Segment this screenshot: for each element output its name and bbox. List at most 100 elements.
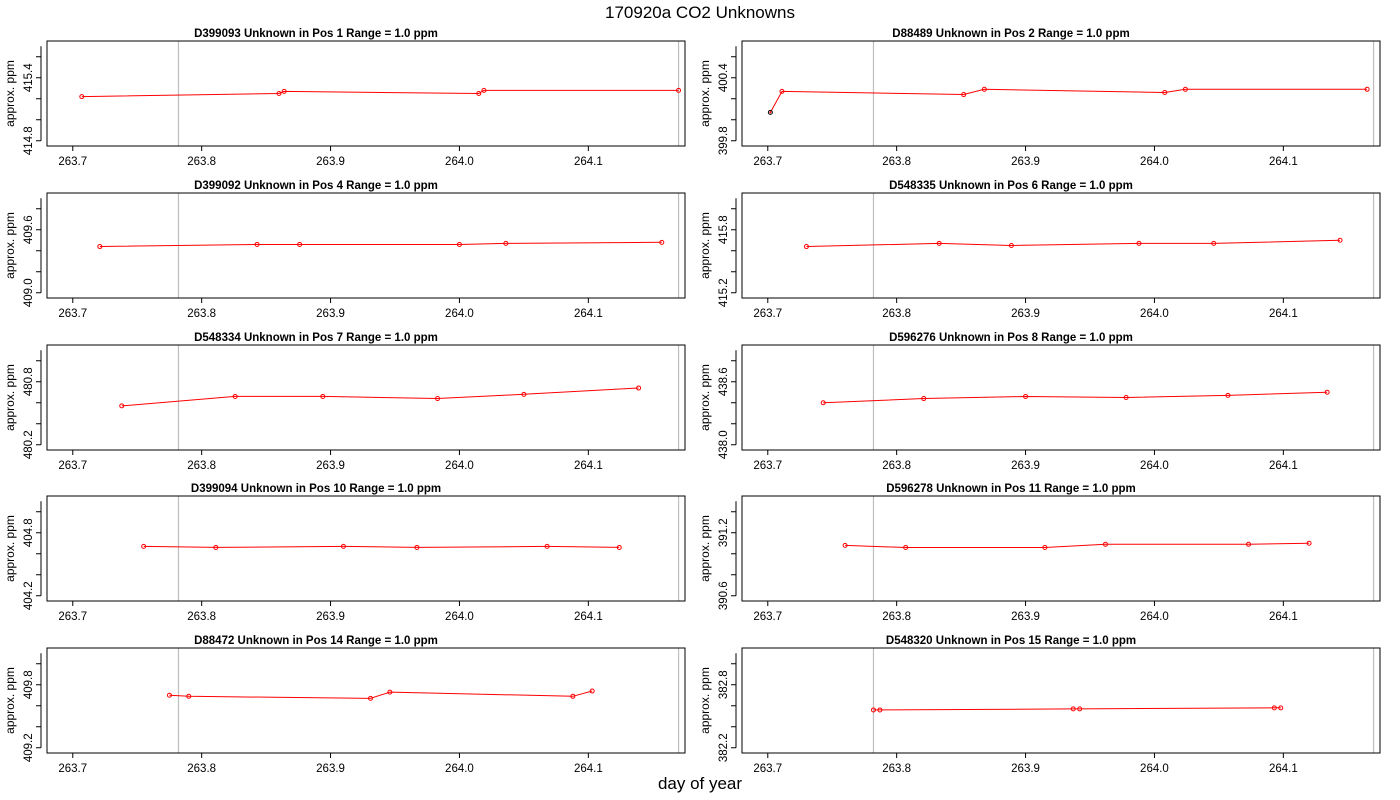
y-tick-label: 404.2 (23, 581, 35, 610)
x-tick-label: 263.7 (58, 611, 87, 623)
data-point (481, 87, 487, 93)
data-point (767, 109, 773, 115)
x-tick-label: 264.1 (574, 156, 603, 168)
x-tick-label: 263.8 (187, 156, 216, 168)
x-tick-label: 263.7 (58, 460, 87, 472)
data-point (1337, 237, 1343, 243)
x-tick-label: 263.8 (882, 763, 911, 775)
series-line (845, 542, 1310, 548)
y-axis-label: approx. ppm (3, 667, 17, 734)
y-tick-label: 391.2 (718, 518, 730, 547)
chart-panel-8: D596278 Unknown in Pos 11 Range = 1.0 pp… (698, 483, 1381, 623)
x-tick-label: 263.7 (58, 763, 87, 775)
y-tick-label: 415.4 (23, 63, 35, 92)
chart-panel-9: D88472 Unknown in Pos 14 Range = 1.0 ppm… (3, 635, 686, 775)
data-point (616, 544, 622, 550)
data-point (387, 689, 393, 695)
chart-panel-6: D596276 Unknown in Pos 8 Range = 1.0 ppm… (698, 332, 1381, 472)
y-axis-label: approx. ppm (3, 60, 17, 127)
y-axis-label: approx. ppm (698, 364, 712, 431)
x-tick-label: 263.9 (316, 763, 345, 775)
y-tick-label: 382.8 (718, 670, 730, 699)
y-tick-label: 438.0 (718, 430, 730, 459)
chart-panel-10: D548320 Unknown in Pos 15 Range = 1.0 pp… (698, 635, 1381, 775)
panel-title: D596278 Unknown in Pos 11 Range = 1.0 pp… (886, 483, 1136, 495)
data-point (1211, 240, 1217, 246)
y-axis-label: approx. ppm (3, 515, 17, 582)
data-point (820, 400, 826, 406)
plot-frame (46, 192, 686, 299)
x-tick-label: 263.7 (753, 156, 782, 168)
x-tick-label: 263.9 (316, 611, 345, 623)
x-tick-label: 264.1 (1269, 308, 1298, 320)
chart-panel-1: D399093 Unknown in Pos 1 Range = 1.0 ppm… (3, 28, 686, 168)
data-point (1278, 705, 1284, 711)
plot-frame (46, 40, 686, 147)
data-point (213, 544, 219, 550)
x-tick-label: 263.8 (882, 611, 911, 623)
x-tick-label: 264.1 (1269, 460, 1298, 472)
x-tick-label: 263.7 (58, 156, 87, 168)
data-point (1324, 389, 1330, 395)
x-tick-label: 264.1 (1269, 611, 1298, 623)
panel-title: D548334 Unknown in Pos 7 Range = 1.0 ppm (194, 332, 438, 344)
series-line (121, 387, 639, 407)
y-tick-label: 480.8 (23, 367, 35, 396)
panel-title: D548335 Unknown in Pos 6 Range = 1.0 ppm (889, 180, 1133, 192)
series-line (769, 88, 1368, 113)
data-point (476, 91, 482, 96)
panel-title: D399093 Unknown in Pos 1 Range = 1.0 ppm (194, 28, 438, 40)
x-tick-label: 263.9 (1011, 308, 1040, 320)
series-line (169, 690, 593, 699)
data-point (589, 688, 595, 694)
y-axis-label: approx. ppm (698, 60, 712, 127)
data-point (779, 88, 785, 94)
x-tick-label: 264.0 (1140, 763, 1169, 775)
y-tick-label: 409.2 (23, 733, 35, 762)
y-tick-label: 415.8 (718, 215, 730, 244)
data-point (921, 396, 927, 402)
data-point (1182, 86, 1188, 92)
data-point (1306, 540, 1312, 546)
y-tick-label: 438.6 (718, 367, 730, 396)
x-tick-label: 264.0 (1140, 460, 1169, 472)
data-point (870, 707, 876, 713)
data-point (659, 239, 665, 245)
data-point (1271, 705, 1277, 711)
chart-panel-3: D399092 Unknown in Pos 4 Range = 1.0 ppm… (3, 180, 686, 320)
data-point (676, 87, 682, 93)
y-tick-label: 399.8 (718, 126, 730, 155)
x-tick-label: 263.8 (187, 308, 216, 320)
plot-frame (741, 192, 1381, 299)
data-point (936, 240, 942, 246)
panel-title: D596276 Unknown in Pos 8 Range = 1.0 ppm (889, 332, 1133, 344)
data-point (877, 707, 883, 713)
panel-title: D548320 Unknown in Pos 15 Range = 1.0 pp… (886, 635, 1136, 647)
x-tick-label: 264.0 (445, 460, 474, 472)
y-tick-label: 414.8 (23, 126, 35, 155)
series-line (823, 391, 1328, 404)
x-tick-label: 263.7 (753, 308, 782, 320)
x-axis-label: day of year (657, 774, 743, 793)
figure-title: 170920a CO2 Unknowns (605, 3, 795, 22)
data-point (961, 92, 967, 98)
x-tick-label: 263.8 (187, 611, 216, 623)
data-point (1162, 89, 1168, 95)
data-point (119, 403, 125, 409)
series-line (873, 707, 1281, 711)
x-tick-label: 263.8 (187, 460, 216, 472)
plot-frame (741, 647, 1381, 754)
data-point (981, 86, 987, 92)
x-tick-label: 264.0 (1140, 156, 1169, 168)
y-tick-label: 480.2 (23, 430, 35, 459)
data-point (254, 241, 260, 247)
x-tick-label: 263.8 (882, 308, 911, 320)
data-point (1136, 240, 1142, 246)
data-point (1008, 243, 1014, 248)
data-point (503, 240, 509, 246)
data-point (368, 695, 374, 701)
y-tick-label: 409.6 (23, 215, 35, 244)
x-tick-label: 264.0 (445, 156, 474, 168)
plot-frame (741, 344, 1381, 451)
data-point (232, 393, 238, 399)
